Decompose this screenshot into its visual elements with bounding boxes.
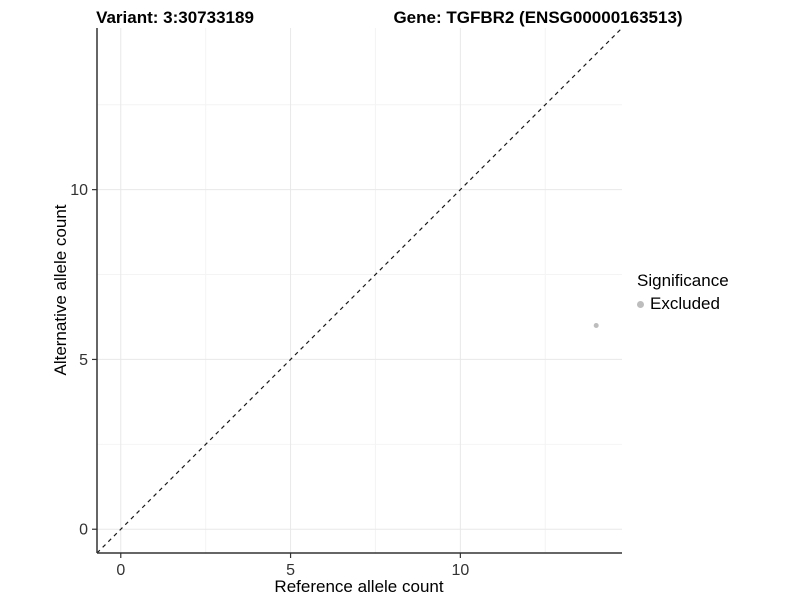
y-tick-label: 10 bbox=[70, 182, 88, 199]
y-tick-label: 5 bbox=[79, 352, 88, 369]
y-tick-label: 0 bbox=[79, 522, 88, 539]
legend-item-excluded: Excluded bbox=[637, 294, 729, 314]
x-tick-label: 5 bbox=[286, 562, 295, 579]
legend-point-icon bbox=[637, 300, 644, 308]
legend-item-label: Excluded bbox=[650, 294, 720, 313]
variant-title: Variant: 3:30733189 bbox=[96, 8, 254, 27]
identity-line bbox=[96, 27, 623, 554]
x-axis-title: Reference allele count bbox=[274, 577, 444, 596]
gene-title: Gene: TGFBR2 (ENSG00000163513) bbox=[393, 8, 683, 27]
y-axis-title: Alternative allele count bbox=[51, 204, 70, 376]
legend-title: Significance bbox=[637, 271, 729, 290]
legend: Significance Excluded bbox=[637, 271, 729, 314]
x-tick-label: 0 bbox=[116, 562, 125, 579]
data-point bbox=[593, 322, 599, 328]
x-tick-label: 10 bbox=[451, 562, 469, 579]
